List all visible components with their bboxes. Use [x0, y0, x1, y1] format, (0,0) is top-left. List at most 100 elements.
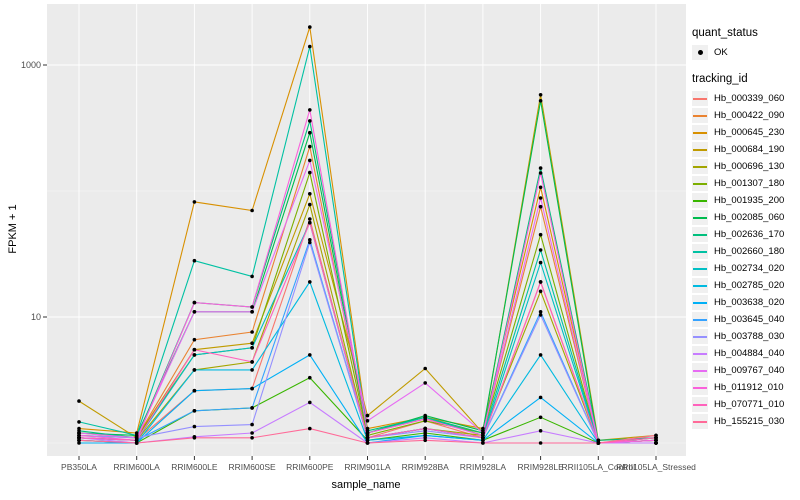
data-point	[538, 289, 543, 294]
legend-tracking-items: Hb_000339_060 Hb_000422_090 Hb_000645_230 H…	[692, 90, 798, 430]
legend-item-ok: OK	[692, 44, 798, 61]
data-point	[538, 93, 543, 97]
data-point	[538, 280, 543, 284]
line-swatch-icon	[692, 159, 708, 174]
x-tick-label: RRIM600PE	[286, 462, 334, 472]
data-point	[192, 310, 197, 314]
legend-item-label: Hb_070771_010	[714, 399, 785, 410]
data-point	[308, 170, 312, 175]
data-point	[538, 310, 543, 314]
data-point	[250, 436, 254, 440]
legend: quant_status OK tracking_id Hb_000339_06…	[692, 27, 798, 442]
data-point	[308, 426, 312, 431]
data-point	[423, 436, 428, 440]
data-point	[308, 238, 312, 242]
legend-section-tracking-id: tracking_id Hb_000339_060 Hb_000422_090 Hb…	[692, 73, 798, 430]
line-swatch-icon	[692, 108, 708, 123]
data-point	[538, 196, 543, 200]
data-point	[192, 300, 197, 305]
legend-item-label: Hb_011912_010	[714, 382, 784, 393]
data-point	[596, 438, 601, 443]
data-point	[308, 400, 312, 405]
x-tick-label: RRIM928LA	[460, 462, 507, 472]
data-point	[250, 208, 254, 213]
line-swatch-icon	[692, 125, 708, 140]
line-swatch-icon	[692, 227, 708, 242]
legend-item-Hb_155215_030: Hb_155215_030	[692, 413, 798, 430]
legend-item-Hb_000696_130: Hb_000696_130	[692, 158, 798, 175]
data-point	[308, 375, 312, 380]
x-tick-label: RRIM901LA	[344, 462, 391, 472]
legend-item-label: Hb_000684_190	[714, 144, 785, 155]
data-point	[538, 99, 543, 103]
legend-item-label: Hb_001307_180	[714, 178, 785, 189]
data-point	[250, 360, 254, 364]
data-point	[192, 388, 197, 393]
line-swatch-icon	[692, 397, 708, 412]
legend-item-Hb_000422_090: Hb_000422_090	[692, 107, 798, 124]
data-point	[192, 200, 197, 204]
line-swatch-icon	[692, 380, 708, 395]
data-point	[308, 240, 312, 245]
data-point	[192, 347, 197, 352]
legend-item-label: Hb_001935_200	[714, 195, 785, 206]
data-point	[250, 422, 254, 427]
data-point	[308, 217, 312, 221]
data-point	[423, 366, 428, 371]
data-point	[538, 429, 543, 433]
data-point	[77, 399, 81, 403]
data-point	[134, 441, 139, 445]
data-point	[77, 420, 81, 424]
legend-item-label: Hb_000645_230	[714, 127, 785, 138]
line-swatch-icon	[692, 176, 708, 191]
legend-item-label: Hb_004884_040	[714, 348, 785, 359]
legend-item-label: Hb_009767_040	[714, 365, 785, 376]
data-point	[77, 438, 81, 443]
data-point	[538, 441, 543, 445]
legend-item-label: OK	[714, 47, 728, 58]
legend-title-tracking-id: tracking_id	[692, 73, 748, 85]
data-point	[538, 248, 543, 252]
data-point	[308, 144, 312, 149]
line-swatch-icon	[692, 363, 708, 378]
data-point	[538, 232, 543, 237]
legend-item-Hb_002085_060: Hb_002085_060	[692, 209, 798, 226]
data-point	[308, 158, 312, 163]
legend-section-quant-status: quant_status OK	[692, 27, 798, 61]
legend-item-Hb_001935_200: Hb_001935_200	[692, 192, 798, 209]
x-tick-label: RRIM928LE	[517, 462, 564, 472]
line-swatch-icon	[692, 142, 708, 157]
y-tick-label: 10	[31, 312, 41, 322]
legend-item-label: Hb_002085_060	[714, 212, 785, 223]
data-point	[192, 337, 197, 342]
legend-item-Hb_002660_180: Hb_002660_180	[692, 243, 798, 260]
data-point	[538, 171, 543, 175]
x-tick-label: RRIM600LA	[114, 462, 161, 472]
legend-item-label: Hb_003638_020	[714, 297, 785, 308]
legend-item-label: Hb_002734_020	[714, 263, 785, 274]
data-point	[423, 426, 428, 431]
line-swatch-icon	[692, 329, 708, 344]
legend-item-Hb_011912_010: Hb_011912_010	[692, 379, 798, 396]
data-point	[596, 441, 601, 445]
data-point	[192, 424, 197, 429]
line-swatch-icon	[692, 91, 708, 106]
legend-item-label: Hb_000339_060	[714, 93, 785, 104]
legend-item-Hb_002785_020: Hb_002785_020	[692, 277, 798, 294]
legend-item-label: Hb_002636_170	[714, 229, 785, 240]
legend-title-quant-status: quant_status	[692, 27, 758, 39]
legend-item-label: Hb_000422_090	[714, 110, 785, 121]
data-point	[538, 166, 543, 170]
x-axis-title: sample_name	[331, 479, 401, 491]
x-tick-label: RRII105LA_Stressed	[616, 462, 696, 472]
line-swatch-icon	[692, 193, 708, 208]
data-point	[308, 44, 312, 49]
data-point	[538, 204, 543, 209]
data-point	[308, 108, 312, 112]
line-swatch-icon	[692, 244, 708, 259]
data-point	[250, 330, 254, 334]
data-point	[250, 274, 254, 279]
data-point	[308, 25, 312, 29]
line-swatch-icon	[692, 312, 708, 327]
